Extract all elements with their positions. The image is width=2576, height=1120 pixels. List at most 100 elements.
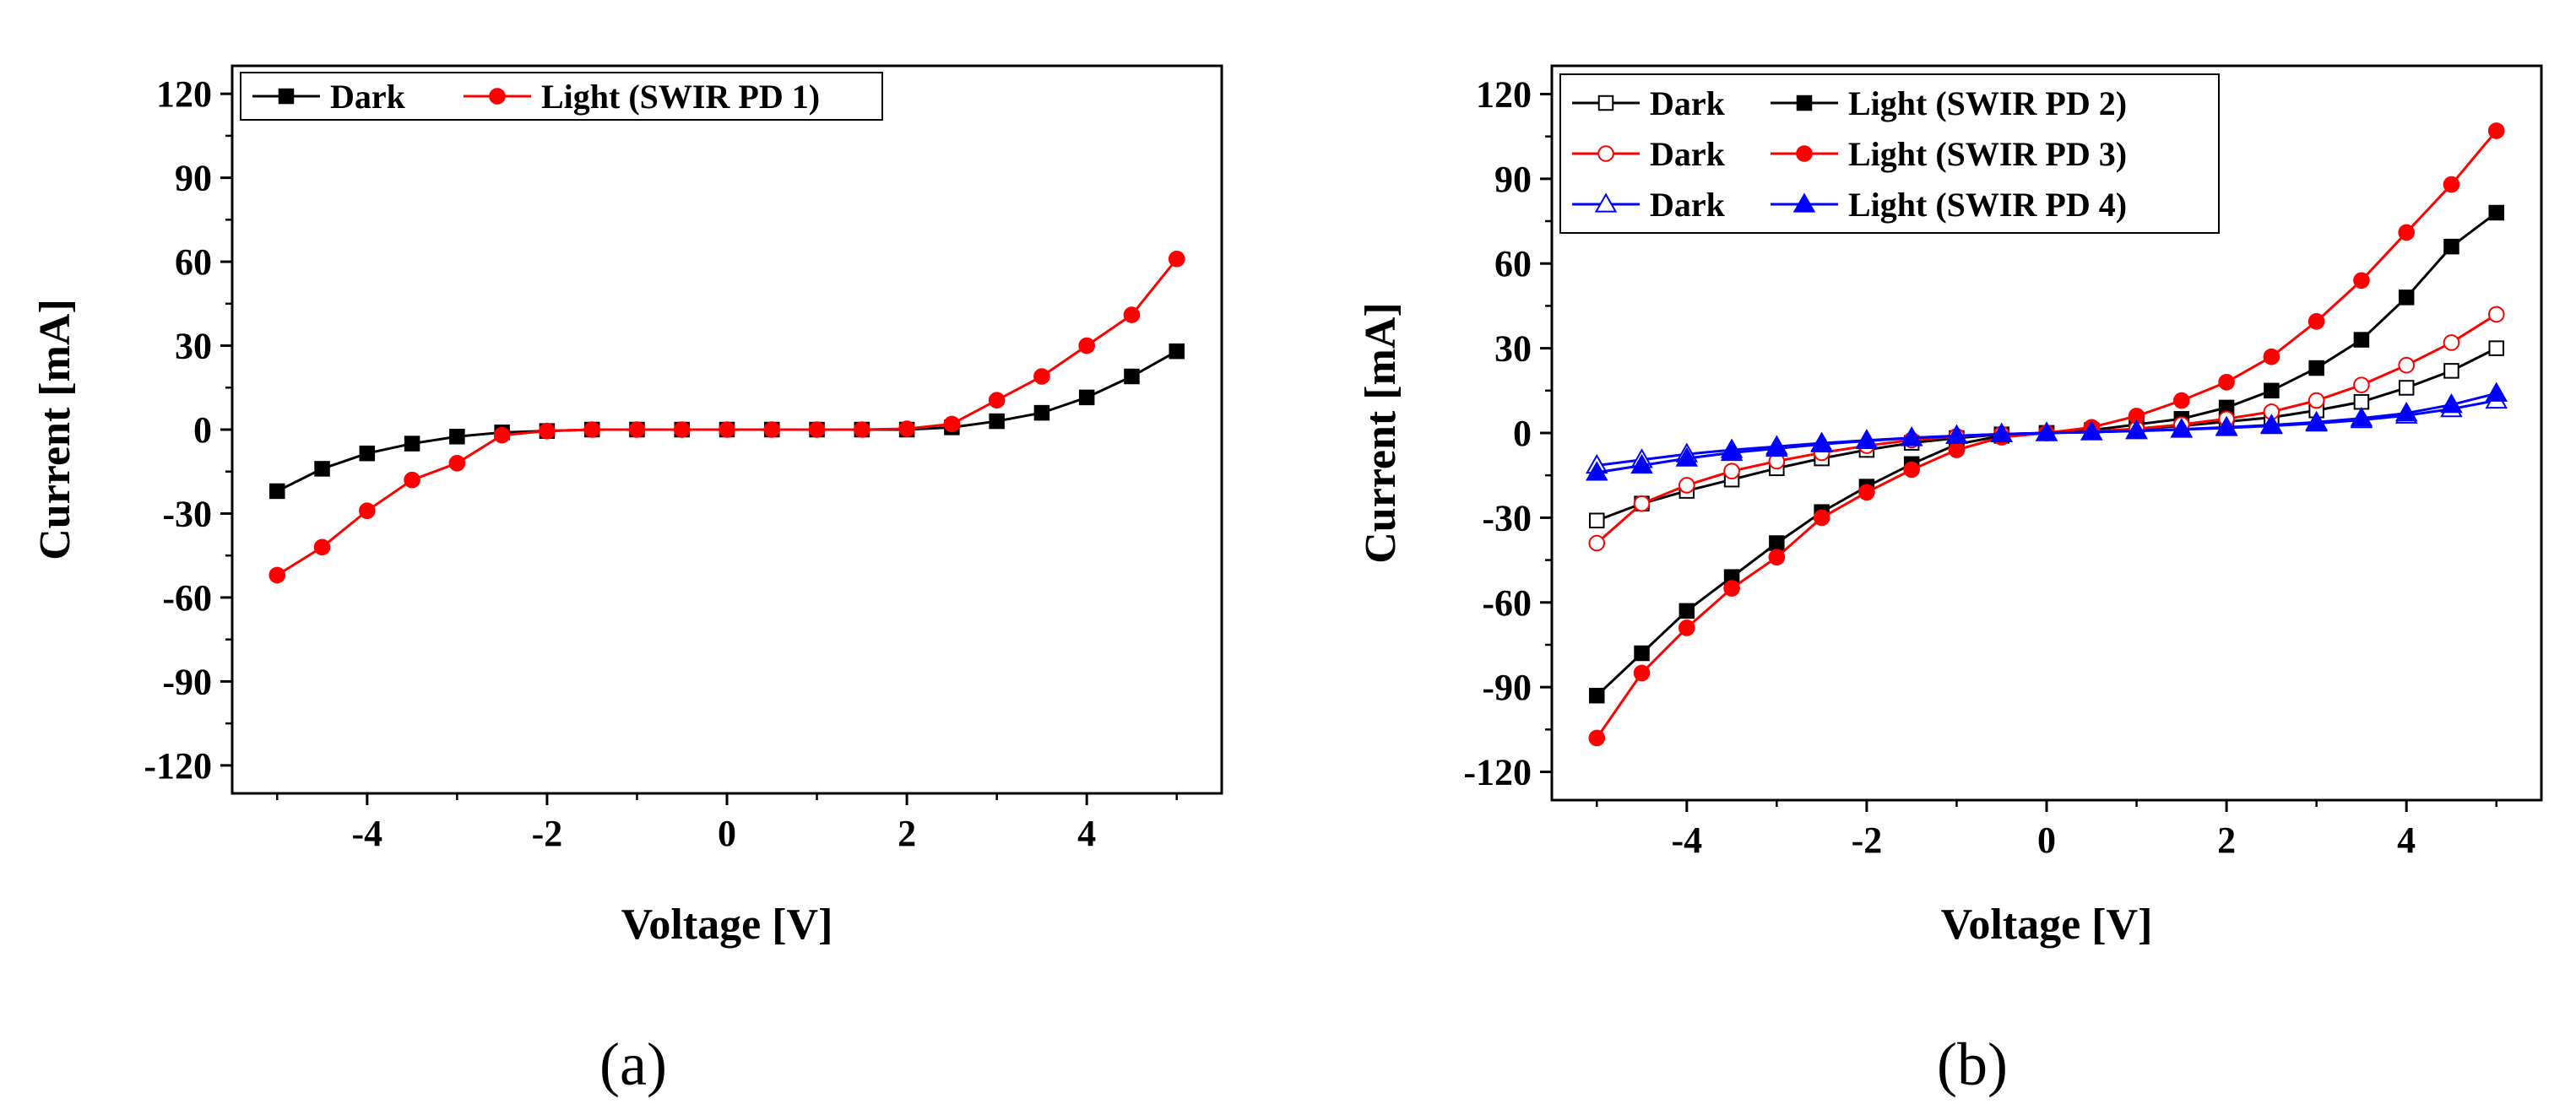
y-tick-label: -60 xyxy=(162,577,212,619)
y-tick-label: 60 xyxy=(1494,243,1532,284)
data-point xyxy=(1900,426,1923,446)
y-tick-label: 0 xyxy=(193,409,212,451)
y-tick-label: 90 xyxy=(1494,159,1532,200)
data-point xyxy=(359,502,376,519)
data-point xyxy=(313,538,331,556)
data-point xyxy=(1588,534,1606,552)
legend: Dark Light (SWIR PD 1) xyxy=(240,72,883,121)
data-point xyxy=(2398,380,2415,396)
data-point xyxy=(2487,306,2505,323)
data-point xyxy=(2305,410,2328,430)
series-2 xyxy=(268,250,1185,584)
data-point xyxy=(2353,332,2370,348)
y-tick-label: 120 xyxy=(1476,73,1532,115)
y-axis-label: Current [mA] xyxy=(31,299,79,560)
data-point xyxy=(2398,224,2415,241)
legend-item: Light (SWIR PD 3) xyxy=(1771,135,2127,173)
data-point xyxy=(1633,664,1651,682)
data-point xyxy=(2443,334,2460,351)
data-point xyxy=(1634,645,1650,662)
data-point xyxy=(1948,441,1966,458)
data-point xyxy=(2173,392,2190,409)
legend-item: Dark xyxy=(1572,186,1726,224)
legend-label: Light (SWIR PD 2) xyxy=(1848,84,2127,122)
data-point xyxy=(1768,549,1786,566)
x-tick-label: -2 xyxy=(1852,820,1883,861)
data-point xyxy=(2080,420,2103,441)
data-point xyxy=(493,426,511,444)
legend-label: Dark xyxy=(330,78,406,116)
data-point xyxy=(2443,176,2460,193)
data-point xyxy=(1033,368,1050,385)
legend-marker xyxy=(1792,192,1816,213)
panel-label-a: (a) xyxy=(599,1031,667,1098)
data-point xyxy=(2353,376,2370,393)
data-point xyxy=(989,413,1005,430)
legend-label: Dark xyxy=(1650,186,1726,224)
data-point xyxy=(1769,535,1785,551)
panel-a: -4 -2 0 2 4 -120 -90 -60 -30 0 30 60 90 120 Voltage [V… xyxy=(31,64,1223,949)
data-point xyxy=(1124,368,1140,385)
data-point xyxy=(2215,415,2238,436)
x-axis-label: Voltage [V] xyxy=(621,901,833,949)
data-point xyxy=(269,483,285,500)
data-point xyxy=(2218,373,2235,391)
legend-item: Dark xyxy=(252,78,406,116)
data-point xyxy=(1903,461,1920,479)
data-point xyxy=(1858,484,1875,501)
data-point xyxy=(268,566,286,584)
data-point xyxy=(2260,414,2283,434)
legend-label: Light (SWIR PD 3) xyxy=(1848,135,2127,173)
y-tick-label: 90 xyxy=(175,158,212,199)
data-point xyxy=(2443,238,2459,255)
data-point xyxy=(2308,313,2325,330)
data-point xyxy=(2308,392,2325,409)
data-point xyxy=(1678,477,1695,494)
y-tick-label: -120 xyxy=(144,745,212,787)
data-point xyxy=(943,415,961,433)
x-tick-label: 4 xyxy=(2397,820,2416,861)
data-point xyxy=(2394,402,2418,422)
data-point xyxy=(763,421,781,438)
legend-box xyxy=(1559,73,2220,234)
data-point xyxy=(2353,393,2370,410)
data-point xyxy=(1633,495,1651,512)
data-point xyxy=(359,445,376,462)
data-point xyxy=(2443,363,2459,379)
data-point xyxy=(1678,620,1695,636)
data-point xyxy=(2353,272,2370,289)
data-point xyxy=(1123,306,1141,323)
data-point xyxy=(673,421,691,438)
y-axis-label: Current [mA] xyxy=(1357,302,1405,564)
data-point xyxy=(628,421,646,438)
data-point xyxy=(1630,453,1653,474)
data-point xyxy=(1945,424,1968,445)
x-tick-label: -2 xyxy=(532,813,563,854)
y-tick-label: -30 xyxy=(162,493,212,534)
data-point xyxy=(448,454,466,472)
data-point xyxy=(2308,360,2324,376)
series-6 xyxy=(1585,381,2508,481)
data-point xyxy=(449,429,465,445)
data-point xyxy=(808,421,826,438)
data-point xyxy=(898,420,915,437)
data-point xyxy=(2398,356,2415,374)
data-point xyxy=(404,436,420,452)
legend-box xyxy=(240,72,883,121)
data-point xyxy=(2264,382,2280,399)
data-point xyxy=(539,422,556,440)
y-tick-label: -90 xyxy=(1482,667,1532,708)
legend-item: Light (SWIR PD 2) xyxy=(1771,84,2127,122)
legend-marker xyxy=(1594,192,1618,213)
data-point xyxy=(1765,436,1788,457)
x-tick-label: -4 xyxy=(351,813,382,854)
data-point xyxy=(1078,337,1095,354)
data-point xyxy=(583,421,600,438)
legend-label: Dark xyxy=(1650,135,1726,173)
data-point xyxy=(2125,419,2148,439)
data-point xyxy=(1585,461,1608,481)
legend-marker xyxy=(489,88,506,105)
panel-label-b: (b) xyxy=(1937,1031,2008,1098)
data-point xyxy=(1169,343,1185,360)
data-point xyxy=(1589,687,1605,704)
